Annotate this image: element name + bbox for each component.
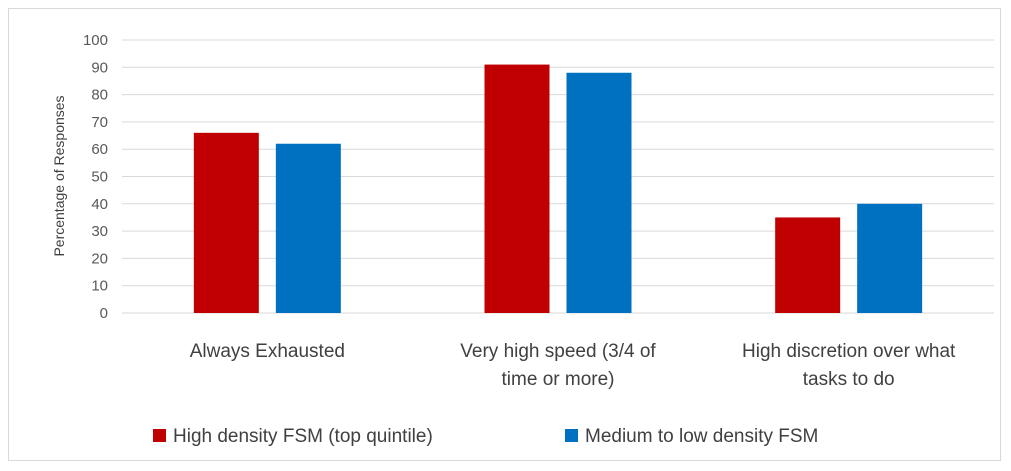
category-label: tasks to do xyxy=(803,369,895,390)
x-axis-categories: Always Exhausted Very high speed (3/4 of t… xyxy=(190,341,956,390)
y-tick-label: 0 xyxy=(100,305,108,322)
legend-label: Medium to low density FSM xyxy=(585,426,818,447)
y-tick-label: 60 xyxy=(91,141,108,158)
category-label: High discretion over what xyxy=(742,341,956,362)
category-label: Very high speed (3/4 of xyxy=(460,341,656,362)
y-tick-label: 20 xyxy=(91,250,108,267)
legend-label: High density FSM (top quintile) xyxy=(173,426,433,447)
bar-medium-low-density-1 xyxy=(566,72,632,313)
category-label: time or more) xyxy=(502,369,615,390)
category-label: Always Exhausted xyxy=(190,341,345,362)
bar-medium-low-density-2 xyxy=(857,203,923,313)
y-tick-label: 10 xyxy=(91,278,108,295)
y-tick-label: 40 xyxy=(91,196,108,213)
gridlines xyxy=(122,39,994,314)
bar-high-density-1 xyxy=(484,64,550,313)
bar-high-density-2 xyxy=(775,217,841,313)
bar-high-density-0 xyxy=(193,132,259,313)
y-axis-label: Percentage of Responses xyxy=(51,95,67,256)
y-tick-label: 70 xyxy=(91,114,108,131)
y-tick-label: 80 xyxy=(91,87,108,104)
legend: High density FSM (top quintile) Medium to… xyxy=(153,426,818,447)
y-tick-label: 90 xyxy=(91,59,108,76)
bars xyxy=(193,64,923,313)
bar-medium-low-density-0 xyxy=(275,143,341,313)
y-axis-ticks: 0 10 20 30 40 50 60 70 80 90 100 xyxy=(83,32,108,322)
legend-swatch xyxy=(565,429,578,442)
legend-swatch xyxy=(153,429,166,442)
y-tick-label: 50 xyxy=(91,169,108,186)
y-tick-label: 100 xyxy=(83,32,108,49)
y-tick-label: 30 xyxy=(91,223,108,240)
